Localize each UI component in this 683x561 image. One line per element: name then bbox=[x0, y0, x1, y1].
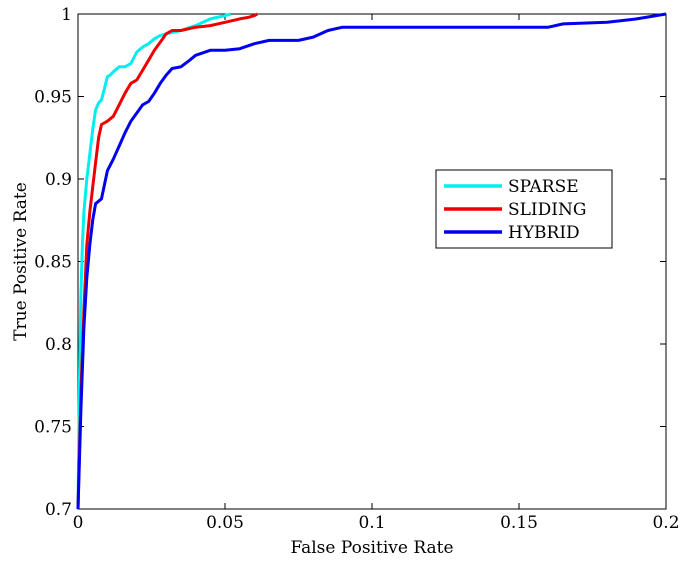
x-tick-label: 0.2 bbox=[652, 513, 679, 533]
series-lines bbox=[76, 12, 667, 510]
legend-label-hybrid: HYBRID bbox=[508, 223, 580, 243]
x-axis-label: False Positive Rate bbox=[290, 538, 453, 558]
x-tick-label: 0 bbox=[73, 513, 84, 533]
y-tick-label: 0.7 bbox=[45, 500, 72, 520]
x-tick-label: 0.05 bbox=[206, 513, 244, 533]
axis-tick-labels: 0 0.05 0.1 0.15 0.2 0.7 0.75 0.8 0.85 0.9 0.95 1 bbox=[34, 5, 679, 533]
y-tick-label: 0.95 bbox=[34, 88, 72, 108]
y-tick-label: 0.9 bbox=[45, 170, 72, 190]
series-line-hybrid bbox=[76, 12, 667, 510]
y-tick-label: 0.85 bbox=[34, 253, 72, 273]
legend: SPARSE SLIDING HYBRID bbox=[435, 169, 613, 249]
series-line-sliding bbox=[76, 12, 259, 510]
y-tick-label: 0.8 bbox=[45, 335, 72, 355]
x-tick-label: 0.1 bbox=[358, 513, 385, 533]
legend-label-sparse: SPARSE bbox=[508, 177, 579, 197]
y-tick-label: 1 bbox=[61, 5, 72, 25]
legend-label-sliding: SLIDING bbox=[508, 200, 586, 220]
y-axis-label: True Positive Rate bbox=[11, 182, 31, 341]
x-tick-label: 0.15 bbox=[500, 513, 538, 533]
y-tick-label: 0.75 bbox=[34, 418, 72, 438]
